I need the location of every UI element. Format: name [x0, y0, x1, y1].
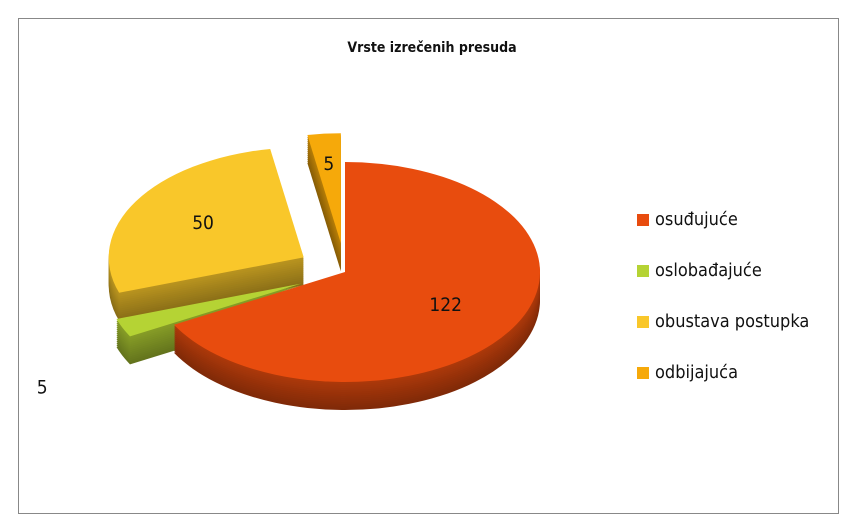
legend-swatch [637, 367, 649, 379]
legend-swatch [637, 316, 649, 328]
data-label: 5 [323, 153, 334, 175]
slice-top [108, 148, 304, 293]
legend-label: osuđujuće [655, 209, 738, 230]
slice-top [116, 283, 302, 337]
data-label: 5 [37, 376, 48, 398]
data-label: 122 [429, 294, 462, 316]
slice-top [307, 133, 341, 244]
chart-title: Vrste izrečenih presuda [347, 40, 516, 56]
data-label: 50 [192, 212, 214, 234]
pie-slice [108, 148, 304, 321]
legend-swatch [637, 265, 649, 277]
legend-swatch [637, 214, 649, 226]
pie-slice [307, 133, 341, 272]
pie-slice [173, 162, 541, 410]
legend-label: obustava postupka [655, 311, 809, 332]
legend-label: odbijajuća [655, 362, 738, 383]
legend-label: oslobađajuće [655, 260, 762, 281]
slice-top [173, 162, 541, 382]
